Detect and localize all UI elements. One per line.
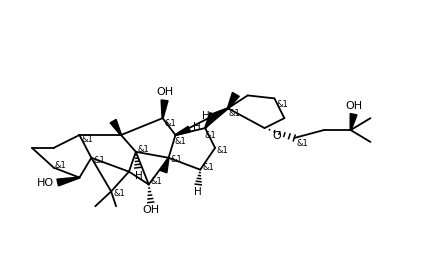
Text: H: H — [135, 170, 143, 180]
Polygon shape — [110, 120, 121, 135]
Text: O: O — [272, 131, 281, 141]
Polygon shape — [228, 92, 239, 108]
Polygon shape — [205, 112, 216, 128]
Polygon shape — [161, 100, 168, 118]
Polygon shape — [161, 158, 169, 173]
Text: H: H — [193, 122, 201, 132]
Text: &1: &1 — [296, 139, 308, 149]
Polygon shape — [57, 177, 79, 186]
Polygon shape — [175, 126, 191, 136]
Text: &1: &1 — [55, 161, 67, 170]
Text: OH: OH — [345, 101, 362, 111]
Text: &1: &1 — [277, 100, 288, 109]
Text: &1: &1 — [113, 189, 125, 198]
Text: OH: OH — [156, 88, 173, 98]
Text: &1: &1 — [202, 163, 214, 172]
Text: &1: &1 — [204, 131, 216, 140]
Text: H: H — [202, 111, 210, 121]
Polygon shape — [350, 114, 357, 130]
Text: &1: &1 — [216, 146, 228, 155]
Text: &1: &1 — [93, 156, 105, 165]
Text: &1: &1 — [175, 137, 186, 146]
Text: OH: OH — [142, 205, 159, 215]
Text: &1: &1 — [138, 145, 149, 154]
Text: &1: &1 — [164, 119, 176, 128]
Text: &1: &1 — [151, 177, 163, 186]
Text: &1: &1 — [82, 136, 93, 144]
Text: HO: HO — [37, 178, 54, 188]
Text: H: H — [194, 188, 202, 197]
Polygon shape — [213, 108, 228, 119]
Text: &1: &1 — [229, 109, 241, 118]
Text: &1: &1 — [171, 155, 182, 164]
